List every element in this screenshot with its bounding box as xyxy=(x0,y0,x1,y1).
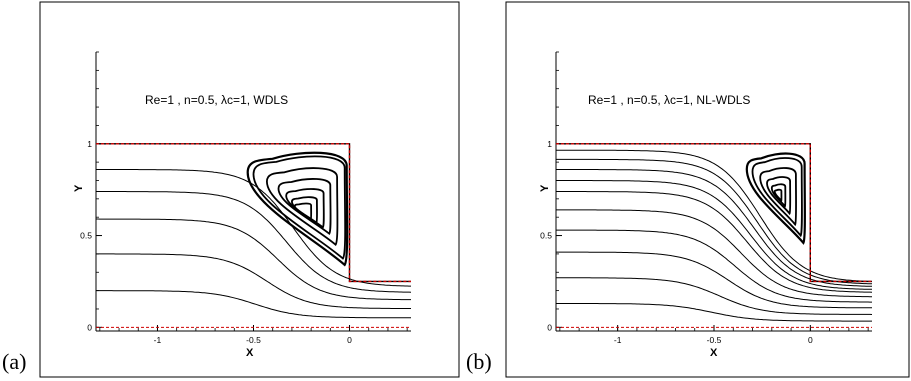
vortex-loop xyxy=(773,188,783,203)
y-tick-label: 0.5 xyxy=(540,231,552,241)
panel-b: (b) Re=1 , n=0.5, λc=1, NL-WDLS X Y -1 -0… xyxy=(466,1,910,378)
x-tick-label: -0.5 xyxy=(246,335,261,345)
panel-b-annotation: Re=1 , n=0.5, λc=1, NL-WDLS xyxy=(588,93,750,107)
x-tick-label: -1 xyxy=(614,335,622,345)
y-tick-label: 0 xyxy=(547,322,552,332)
streamline xyxy=(556,209,872,298)
x-tick-label: 0 xyxy=(808,335,813,345)
vortex-loop xyxy=(745,152,806,245)
channel-wall xyxy=(96,143,411,283)
streamline xyxy=(556,180,872,290)
vortex-loop xyxy=(252,155,347,260)
panel-b-plot: -1 -0.5 0 0 0.5 1 xyxy=(540,51,873,345)
streamline xyxy=(96,290,411,319)
x-tick-label: -1 xyxy=(154,335,162,345)
streamline xyxy=(556,251,872,309)
streamline xyxy=(556,191,873,293)
streamline xyxy=(96,169,411,287)
vortex-loop xyxy=(766,176,792,216)
streamline xyxy=(96,253,411,309)
y-tick-label: 1 xyxy=(547,139,552,149)
streamline xyxy=(96,218,411,301)
y-tick-label: 1 xyxy=(87,139,92,149)
y-tick-label: 0.5 xyxy=(80,231,92,241)
channel-wall xyxy=(556,143,872,283)
streamline xyxy=(556,149,873,282)
x-tick-label: -0.5 xyxy=(707,335,722,345)
vortex-loop xyxy=(265,167,339,246)
x-tick-label: 0 xyxy=(347,335,352,345)
panel-a: (a) Re=1 , n=0.5, λc=1, WDLS X Y -1 -0.5 0… xyxy=(2,1,460,378)
channel-wall-dashed xyxy=(556,143,872,283)
streamline xyxy=(556,277,873,315)
channel-wall-dashed xyxy=(96,143,411,283)
panel-b-label: (b) xyxy=(466,349,492,374)
vortex-loop xyxy=(751,157,803,238)
streamline xyxy=(556,229,872,303)
panel-a-xlabel: X xyxy=(246,347,254,359)
vortex-loop xyxy=(293,202,313,221)
vortex-loop xyxy=(246,151,349,267)
vortex-loop xyxy=(290,196,318,224)
y-tick-label: 0 xyxy=(87,322,92,332)
streamline xyxy=(556,158,872,285)
vortex-loop xyxy=(277,178,332,235)
vortex-loop xyxy=(285,188,325,229)
streamline xyxy=(96,191,412,293)
panel-b-frame xyxy=(505,1,910,378)
panel-a-label: (a) xyxy=(2,349,26,374)
panel-a-frame xyxy=(39,1,460,378)
panel-b-ylabel: Y xyxy=(539,184,551,192)
vortex-loop xyxy=(770,183,787,208)
panel-b-xlabel: X xyxy=(710,347,718,359)
panel-a-plot: -1 -0.5 0 0 0.5 1 xyxy=(80,51,412,345)
streamline xyxy=(556,303,872,322)
panel-a-ylabel: Y xyxy=(73,184,85,192)
panel-a-annotation: Re=1 , n=0.5, λc=1, WDLS xyxy=(145,93,288,107)
vortex-loop xyxy=(759,167,797,227)
streamline xyxy=(556,169,872,287)
